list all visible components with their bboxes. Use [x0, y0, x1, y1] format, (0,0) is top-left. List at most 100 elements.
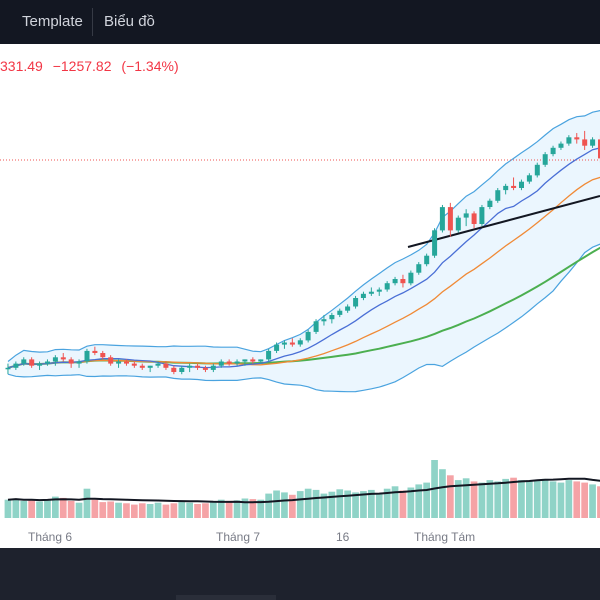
candle[interactable] — [210, 363, 216, 373]
candle[interactable] — [590, 137, 596, 148]
candle[interactable] — [92, 346, 98, 356]
candle[interactable] — [582, 130, 588, 150]
candle[interactable] — [116, 359, 122, 368]
candle[interactable] — [313, 319, 319, 334]
candle[interactable] — [495, 188, 501, 203]
candle[interactable] — [171, 365, 177, 375]
candle-body — [400, 279, 406, 284]
candle[interactable] — [234, 359, 240, 366]
volume-bar — [75, 502, 83, 518]
candle[interactable] — [139, 363, 145, 370]
chart-menu[interactable]: Biểu đồ — [104, 13, 155, 30]
candle[interactable] — [550, 145, 556, 157]
candle[interactable] — [487, 198, 493, 210]
candle[interactable] — [60, 353, 66, 362]
candle[interactable] — [131, 361, 137, 368]
trend-line[interactable] — [407, 195, 600, 248]
candle-body — [195, 365, 201, 368]
candle[interactable] — [566, 135, 572, 146]
candle-body — [226, 361, 232, 364]
candle[interactable] — [76, 359, 82, 368]
candle[interactable] — [368, 287, 374, 296]
volume-bar — [549, 481, 557, 518]
candle-body — [13, 363, 19, 368]
candle[interactable] — [305, 329, 311, 343]
volume-bar — [454, 480, 462, 518]
candle[interactable] — [360, 291, 366, 301]
candle[interactable] — [250, 357, 256, 364]
candle[interactable] — [416, 262, 422, 275]
candle[interactable] — [503, 183, 509, 195]
candle[interactable] — [384, 281, 390, 292]
candle[interactable] — [455, 215, 461, 233]
candle-body — [329, 315, 335, 320]
candle[interactable] — [400, 274, 406, 288]
candle[interactable] — [392, 276, 398, 286]
candle[interactable] — [408, 270, 414, 286]
candle[interactable] — [147, 365, 153, 373]
candle[interactable] — [218, 359, 224, 368]
candle[interactable] — [542, 152, 548, 167]
candle[interactable] — [534, 162, 540, 178]
candle[interactable] — [463, 209, 469, 227]
candle[interactable] — [13, 361, 19, 370]
chart-area[interactable]: Tháng 6 Tháng 7 16 Tháng Tám 331.49 −125… — [0, 44, 600, 548]
candle[interactable] — [598, 135, 600, 163]
candle[interactable] — [519, 179, 524, 191]
candle[interactable] — [195, 363, 201, 370]
candle[interactable] — [439, 204, 445, 233]
candle[interactable] — [329, 312, 335, 324]
candle[interactable] — [289, 338, 295, 347]
candle[interactable] — [471, 211, 477, 229]
candle-body — [234, 361, 240, 364]
candle[interactable] — [376, 287, 382, 296]
volume-bar — [107, 501, 114, 518]
candle[interactable] — [274, 342, 280, 354]
candle[interactable] — [281, 340, 287, 349]
candle[interactable] — [155, 361, 161, 368]
volume-bar — [59, 497, 67, 518]
candle-body — [76, 361, 82, 364]
candle[interactable] — [321, 314, 327, 326]
candle[interactable] — [37, 361, 43, 370]
candle[interactable] — [574, 133, 580, 144]
candle[interactable] — [226, 359, 232, 366]
candle-body — [155, 363, 161, 366]
candle[interactable] — [84, 348, 90, 364]
candle[interactable] — [68, 357, 74, 368]
candle[interactable] — [258, 359, 264, 364]
candle[interactable] — [337, 308, 343, 318]
candle[interactable] — [124, 359, 129, 366]
candle[interactable] — [345, 304, 351, 313]
candle[interactable] — [202, 365, 208, 373]
candle[interactable] — [432, 228, 438, 258]
candle[interactable] — [479, 204, 485, 227]
candle-body — [519, 181, 524, 188]
candle[interactable] — [424, 253, 430, 267]
price-chart[interactable]: Tháng 6 Tháng 7 16 Tháng Tám — [0, 44, 600, 548]
candle[interactable] — [5, 363, 11, 375]
bottom-scroll-handle[interactable] — [176, 595, 276, 600]
candle-body — [321, 319, 327, 322]
candle-body — [590, 139, 596, 146]
volume-bar — [52, 496, 59, 518]
candle[interactable] — [297, 338, 303, 347]
candle[interactable] — [179, 365, 185, 375]
template-menu[interactable]: Template — [22, 13, 83, 30]
candle[interactable] — [100, 350, 106, 360]
candle[interactable] — [353, 295, 359, 309]
candle[interactable] — [21, 357, 27, 366]
candle[interactable] — [447, 202, 453, 237]
candle[interactable] — [526, 173, 532, 184]
candle[interactable] — [187, 363, 193, 373]
candle[interactable] — [108, 355, 114, 366]
candle[interactable] — [45, 359, 50, 366]
candle[interactable] — [266, 348, 272, 362]
candle[interactable] — [242, 359, 248, 366]
candle[interactable] — [558, 141, 564, 150]
x-axis-label-july: Tháng 7 — [216, 530, 260, 544]
candle[interactable] — [52, 355, 58, 366]
candle[interactable] — [163, 361, 169, 370]
candle[interactable] — [29, 357, 35, 368]
candle[interactable] — [511, 177, 517, 191]
